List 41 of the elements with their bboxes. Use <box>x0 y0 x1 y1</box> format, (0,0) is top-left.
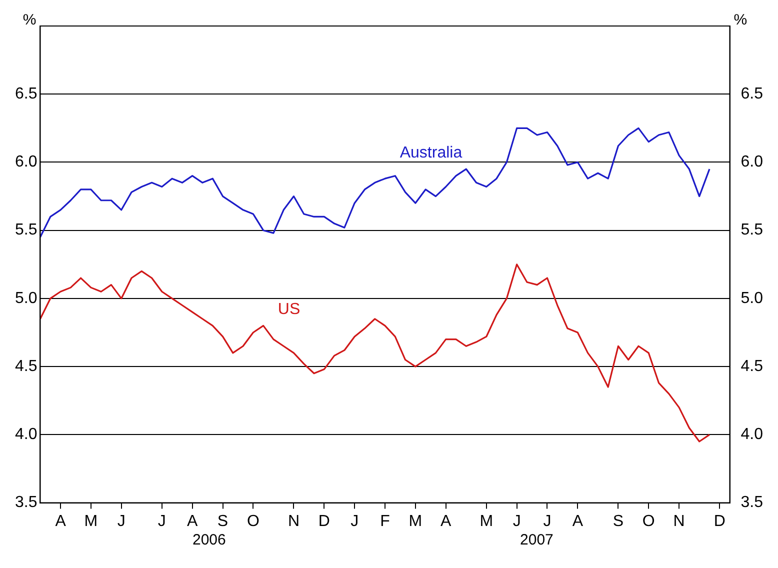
x-tick-label: O <box>246 512 260 530</box>
y2-tick-label: 4.5 <box>740 358 764 375</box>
x-tick-label: F <box>380 512 390 530</box>
y2-tick-label: 6.5 <box>740 86 764 103</box>
text: 2006 <box>192 531 226 548</box>
y-tick-label: 6.0 <box>14 154 38 171</box>
x-tick-label: M <box>408 512 422 530</box>
y-tick-label: 4.0 <box>14 426 38 444</box>
y-tick-label: 4.5 <box>14 358 38 375</box>
y2-tick-label: 4.0 <box>740 426 764 444</box>
x-tick-label: D <box>318 512 330 530</box>
text: 2007 <box>520 531 554 548</box>
x-tick-label: A <box>440 512 452 530</box>
y2-axis-title: % <box>734 12 748 29</box>
y2-tick-label: 3.5 <box>740 494 764 512</box>
y-tick-label: 3.5 <box>14 494 38 512</box>
x-tick-label: D <box>714 512 726 530</box>
y2-tick-label: 6.0 <box>740 154 764 171</box>
x-tick-label: S <box>217 512 228 530</box>
x-tick-label: N <box>673 512 685 530</box>
x-tick-label: J <box>512 512 521 530</box>
x-tick-label: A <box>187 512 198 530</box>
y2-tick-label: 5.0 <box>740 290 764 307</box>
x-tick-label: O <box>642 512 655 530</box>
x-tick-label: M <box>480 512 494 530</box>
y-tick-label: 6.5 <box>14 86 38 103</box>
x-tick-label: N <box>288 512 300 530</box>
y-tick-label: 5.5 <box>14 222 38 239</box>
series-label: Australia <box>400 144 462 162</box>
x-tick-label: A <box>572 512 584 530</box>
x-tick-label: S <box>612 512 624 530</box>
x-tick-label: J <box>350 512 359 530</box>
y2-tick-label: 5.5 <box>740 222 764 239</box>
x-tick-label: M <box>84 512 98 530</box>
x-tick-label: J <box>543 512 552 530</box>
x-tick-label: J <box>117 512 126 530</box>
y-tick-label: 5.0 <box>14 290 38 307</box>
y-axis-title: % <box>22 12 36 29</box>
x-tick-label: J <box>158 512 166 530</box>
series-label: US <box>278 301 300 318</box>
x-tick-label: A <box>55 512 66 530</box>
